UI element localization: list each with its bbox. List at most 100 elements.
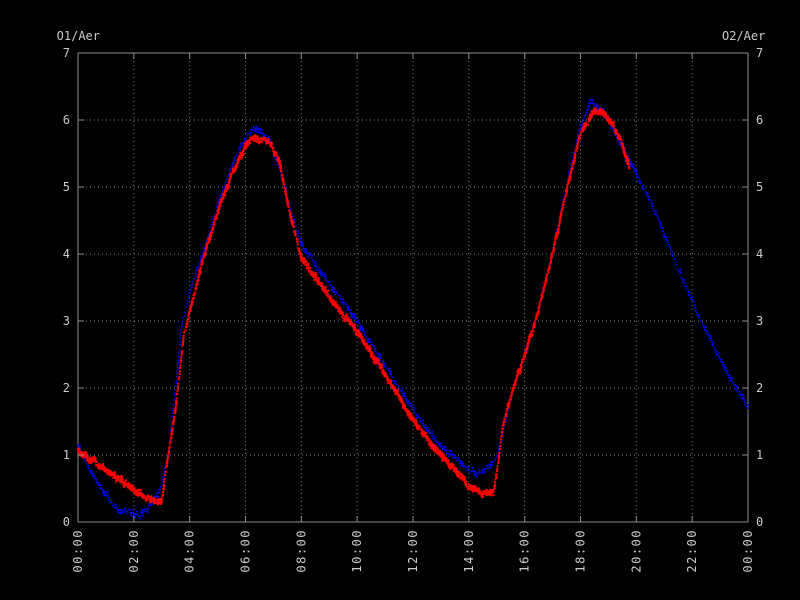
data-point (90, 458, 93, 461)
data-point (280, 170, 283, 173)
data-point (647, 198, 650, 201)
data-point (109, 474, 112, 477)
data-point (600, 111, 603, 114)
data-point (647, 192, 649, 194)
data-point (565, 193, 568, 196)
data-point (406, 398, 408, 400)
data-point (98, 463, 101, 466)
right-axis-title: O2/Aer (722, 29, 765, 43)
data-point (162, 478, 165, 481)
data-point (491, 463, 493, 466)
data-point (151, 498, 154, 500)
data-point (739, 391, 741, 393)
data-point (631, 163, 633, 166)
data-point (331, 289, 334, 292)
data-point (293, 230, 296, 233)
data-point (357, 319, 359, 322)
data-point (523, 355, 526, 358)
data-point (198, 264, 200, 267)
data-point (482, 471, 485, 473)
data-point (703, 328, 706, 331)
data-point (258, 130, 261, 133)
data-point (557, 231, 560, 234)
data-point (371, 343, 373, 346)
data-point (177, 362, 180, 364)
data-point (95, 481, 97, 483)
data-point (77, 450, 80, 452)
data-point (298, 253, 301, 255)
data-point (434, 451, 437, 454)
data-point (587, 105, 589, 107)
data-point (201, 263, 204, 266)
y-tick-label-right: 4 (756, 247, 763, 261)
data-point (600, 113, 603, 116)
data-point (223, 191, 226, 194)
data-point (146, 511, 148, 513)
data-point (618, 141, 621, 144)
data-point (228, 181, 231, 184)
data-point (170, 425, 173, 428)
data-point (618, 137, 621, 140)
data-point (477, 487, 480, 490)
data-point (281, 176, 284, 179)
data-point (341, 315, 344, 318)
data-point (172, 423, 175, 426)
data-point (492, 461, 495, 463)
data-point (128, 508, 131, 511)
data-point (367, 350, 370, 352)
data-point (176, 369, 179, 371)
data-point (575, 144, 577, 147)
data-point (426, 426, 428, 429)
data-point (683, 282, 686, 285)
data-point (238, 158, 241, 161)
data-point (180, 325, 183, 328)
data-point (123, 508, 125, 511)
data-point (215, 217, 218, 220)
data-point (393, 382, 396, 385)
x-tick-label: 22:00 (685, 529, 699, 573)
data-point (366, 348, 369, 351)
data-point (109, 470, 112, 473)
data-point (727, 374, 730, 377)
data-point (581, 121, 584, 123)
data-point (500, 435, 503, 437)
data-point (550, 256, 553, 259)
data-point (360, 333, 363, 336)
data-point (408, 410, 411, 413)
data-point (519, 370, 522, 373)
data-point (690, 298, 693, 301)
data-point (80, 451, 83, 454)
data-point (159, 486, 162, 488)
data-point (208, 240, 211, 243)
data-point (283, 183, 286, 186)
data-point (311, 254, 313, 257)
data-point (315, 279, 318, 282)
data-point (190, 306, 192, 309)
data-point (246, 144, 249, 147)
data-point (425, 432, 428, 435)
data-point (184, 329, 187, 332)
data-point (545, 276, 548, 279)
data-point (418, 427, 421, 430)
data-point (325, 279, 327, 282)
data-point (180, 334, 182, 336)
data-point (191, 302, 194, 305)
data-point (736, 386, 739, 388)
data-point (267, 142, 270, 144)
data-point (374, 360, 377, 363)
data-point (123, 485, 125, 488)
data-point (141, 511, 144, 514)
data-point (419, 417, 422, 420)
data-point (506, 404, 509, 407)
data-point (464, 465, 466, 468)
data-point (743, 396, 745, 399)
data-point (726, 369, 729, 372)
data-point (415, 421, 418, 424)
data-point (541, 292, 544, 295)
data-point (388, 367, 391, 370)
data-point (670, 250, 673, 252)
data-point (409, 402, 411, 405)
data-point (213, 223, 216, 226)
data-point (221, 200, 224, 203)
data-point (86, 454, 89, 457)
